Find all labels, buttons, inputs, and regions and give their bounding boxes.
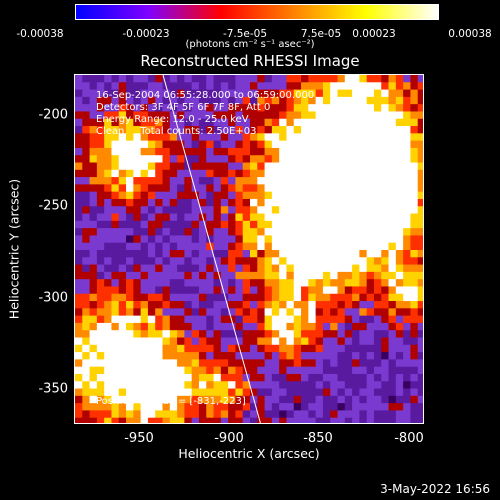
y-tick-label: -250 bbox=[38, 198, 68, 214]
colorbar-tick-label: -0.00038 bbox=[16, 28, 64, 40]
x-tick-label: -800 bbox=[394, 431, 424, 446]
x-tick-label: -950 bbox=[124, 431, 154, 446]
x-axis-label: Heliocentric X (arcsec) bbox=[178, 446, 320, 461]
rhessi-image-plot[interactable] bbox=[74, 74, 424, 424]
image-title: Reconstructed RHESSI Image bbox=[140, 52, 360, 70]
info-energy-range: Energy Range: 12.0 - 25.0 keV bbox=[96, 114, 249, 125]
info-detectors: Detectors: 3F 4F 5F 6F 7F 8F, Att 0 bbox=[96, 102, 271, 113]
y-tick-label: -200 bbox=[38, 107, 68, 123]
colorbar-tick-label: -7.5e-05 bbox=[222, 28, 268, 40]
colorbar-tick-label: -0.00023 bbox=[122, 28, 170, 40]
colorbar-tick-label: 7.5e-05 bbox=[300, 28, 342, 40]
peak-position-label: Position of Peak = [-831,-223] bbox=[96, 396, 246, 407]
y-tick-label: -300 bbox=[38, 290, 68, 306]
y-tick-label: -350 bbox=[38, 381, 68, 397]
colorbar-tick-label: 0.00023 bbox=[352, 28, 396, 40]
info-time-range: 16-Sep-2004 06:55:28.000 to 06:59:00.000 bbox=[96, 90, 315, 101]
colorbar-unit-label: (photons cm⁻² s⁻¹ asec⁻²) bbox=[185, 39, 315, 50]
info-clean-counts: Clean Total counts: 2.50E+03 bbox=[96, 126, 257, 137]
colorbar-tick-label: 0.00038 bbox=[448, 28, 492, 40]
solar-limb-line bbox=[162, 75, 261, 423]
x-tick-label: -900 bbox=[214, 431, 244, 446]
heatmap bbox=[75, 75, 423, 423]
y-axis-label: Heliocentric Y (arcsec) bbox=[6, 178, 22, 320]
colorbar bbox=[75, 4, 439, 20]
x-tick-label: -850 bbox=[303, 431, 333, 446]
plot-date-stamp: 3-May-2022 16:56 bbox=[380, 482, 490, 496]
